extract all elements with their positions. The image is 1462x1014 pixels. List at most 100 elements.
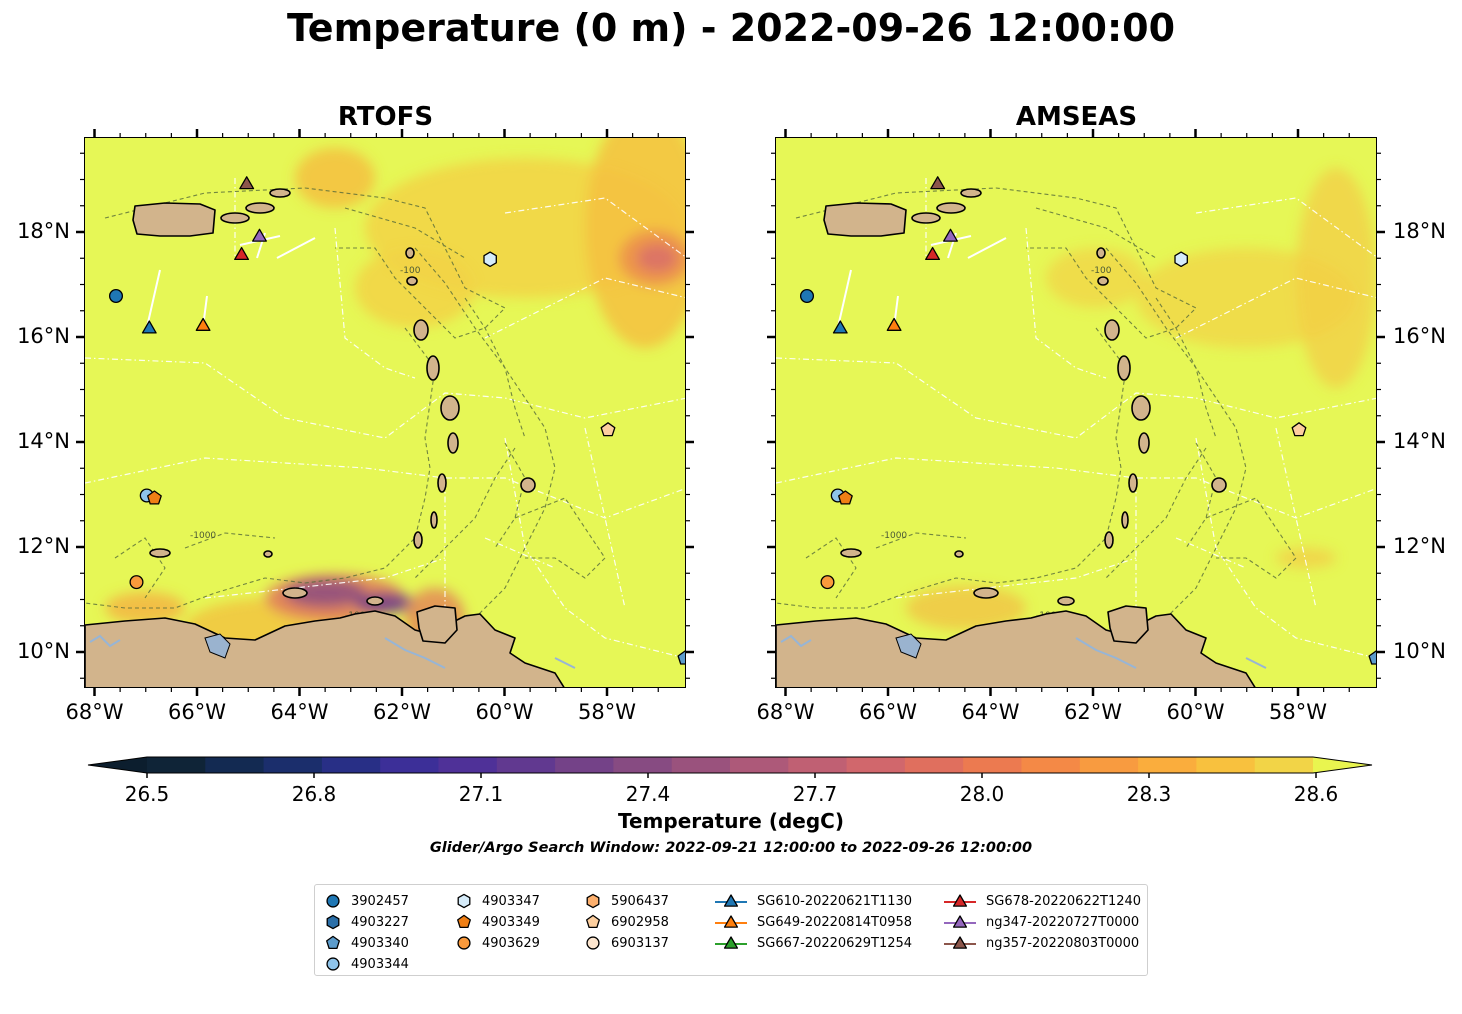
legend-marker-hexagon [326, 914, 340, 930]
legend-item: SG610-20220621T1130 [713, 891, 912, 911]
colorbar-segment [613, 757, 673, 773]
lon-tick-label: 68°W [756, 700, 815, 724]
legend-marker-pentagon [326, 935, 340, 950]
colorbar-extend-low [88, 757, 147, 773]
legend-label: SG610-20220621T1130 [757, 893, 913, 909]
colorbar-extend-high [1313, 757, 1372, 773]
map-panel-amseas: -1000-100-1000 [775, 137, 1377, 688]
hexagon-icon [326, 914, 340, 930]
marker-4903340 [677, 650, 685, 665]
legend-item: SG667-20220629T1254 [713, 933, 912, 953]
observation-markers [108, 176, 685, 665]
legend-label: 6903137 [611, 935, 669, 951]
marker-SG649-20220814T0958 [195, 317, 211, 331]
lon-tick-label: 60°W [1166, 700, 1225, 724]
colorbar-segment [730, 757, 789, 773]
pentagon-icon [586, 914, 600, 929]
colorbar-segment [147, 757, 206, 773]
search-window-text: Glider/Argo Search Window: 2022-09-21 12… [429, 840, 1033, 856]
lon-tick-label: 58°W [578, 700, 636, 724]
colorbar-title: Temperature (degC) [618, 809, 844, 833]
legend-label: ng357-20220803T0000 [986, 935, 1140, 951]
marker-SG610-20220621T1130 [141, 320, 157, 334]
colorbar-tick-label: 27.7 [792, 782, 838, 806]
colorbar-segment [438, 757, 498, 773]
legend-label: 6902958 [611, 914, 669, 930]
marker-4903340 [1368, 650, 1376, 665]
legend-label: SG678-20220622T1240 [986, 893, 1142, 909]
circle-icon [457, 936, 471, 950]
colorbar-segment [496, 757, 556, 773]
legend-label: 3902457 [351, 893, 409, 909]
legend-item: 4903227 [323, 912, 409, 932]
circle-icon [326, 957, 340, 971]
lat-tick-label: 16°N [1393, 324, 1446, 348]
lon-tick-label: 68°W [65, 700, 124, 724]
observation-markers [799, 176, 1376, 665]
bathymetry-contours [776, 187, 1297, 629]
temperature-field [105, 138, 685, 658]
legend-label: 4903347 [482, 893, 540, 909]
marker-SG610-20220621T1130 [832, 320, 848, 334]
legend-marker-pentagon [457, 914, 471, 929]
map-canvas-rtofs: -1000-100-1000 [85, 138, 685, 687]
legend-label: ng347-20220727T0000 [986, 914, 1140, 930]
colorbar-segment [263, 757, 323, 773]
triangle-icon [715, 936, 747, 949]
legend-item: 5906437 [583, 891, 669, 911]
legend-item: 4903340 [323, 933, 409, 953]
legend-marker-circle [326, 957, 340, 971]
lon-tick-label: 62°W [373, 700, 431, 724]
map-title-rtofs: RTOFS [337, 102, 434, 132]
colorbar-tick-label: 26.5 [124, 782, 170, 806]
legend-marker-hexagon [586, 893, 600, 909]
lat-tick-label: 16°N [17, 324, 70, 348]
colorbar-tick-label: 28.6 [1293, 782, 1339, 806]
lon-tick-label: 62°W [1064, 700, 1122, 724]
lat-tick-label: 14°N [1393, 429, 1446, 453]
map-title-amseas: AMSEAS [1015, 102, 1138, 132]
colorbar-segment [321, 757, 381, 773]
colorbar-tick-label: 28.3 [1126, 782, 1172, 806]
colorbar-segment [846, 757, 906, 773]
marker-3902457 [108, 288, 124, 304]
legend-item: SG649-20220814T0958 [713, 912, 912, 932]
colorbar-tick-label: 28.0 [959, 782, 1005, 806]
marker-4903629 [129, 575, 144, 590]
legend-marker-triangle [723, 915, 739, 928]
map-panel-rtofs: -1000-100-1000 [84, 137, 686, 688]
triangle-icon [715, 894, 747, 907]
contour-label: -1000 [881, 531, 907, 541]
colorbar-segment [788, 757, 848, 773]
colorbar-segment [205, 757, 265, 773]
hexagon-icon [457, 893, 471, 909]
colorbar-tick-label: 27.4 [625, 782, 671, 806]
legend-marker-triangle [952, 915, 968, 928]
legend-marker-triangle [952, 894, 968, 907]
contour-label: -100 [1091, 266, 1112, 276]
lat-tick-label: 10°N [1393, 639, 1446, 663]
colorbar-segment [1079, 757, 1139, 773]
marker-ng357-20220803T0000 [239, 176, 255, 190]
legend-label: 5906437 [611, 893, 669, 909]
marker-4903349 [838, 490, 853, 505]
circle-icon [326, 894, 340, 908]
marker-6902958 [600, 422, 616, 437]
legend-label: 4903227 [351, 914, 409, 930]
legend-marker-triangle [952, 936, 968, 949]
colorbar-tick-label: 26.8 [291, 782, 337, 806]
colorbar-segment [963, 757, 1022, 773]
legend-item: 6903137 [583, 933, 669, 953]
lon-tick-label: 66°W [859, 700, 917, 724]
marker-4903347 [483, 251, 497, 268]
legend-label: SG667-20220629T1254 [757, 935, 913, 951]
colorbar-segment [904, 757, 964, 773]
colorbar-segment [1138, 757, 1197, 773]
trinidad-island [416, 605, 458, 644]
legend-item: SG678-20220622T1240 [942, 891, 1141, 911]
legend: 3902457 4903227 4903340 4903344 4903347 49033… [314, 884, 1148, 976]
legend-marker-circle [586, 936, 600, 950]
triangle-icon [715, 915, 747, 928]
legend-label: 4903349 [482, 914, 540, 930]
colorbar-tick-label: 27.1 [458, 782, 504, 806]
